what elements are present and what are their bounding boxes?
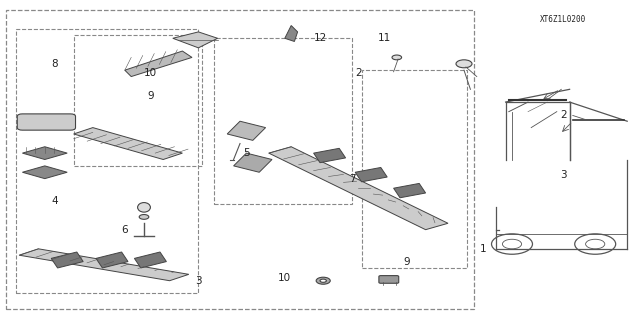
Polygon shape (51, 252, 83, 268)
Polygon shape (285, 26, 298, 41)
Bar (214, 38, 352, 204)
Polygon shape (355, 167, 387, 182)
Text: 6: 6 (122, 225, 128, 235)
Text: 2: 2 (560, 110, 566, 120)
Polygon shape (234, 153, 272, 172)
Text: 10: 10 (144, 68, 157, 78)
Polygon shape (22, 166, 67, 179)
Polygon shape (394, 183, 426, 198)
Bar (74, 35, 202, 166)
Text: 2: 2 (355, 68, 362, 78)
Polygon shape (269, 147, 448, 230)
Text: 3: 3 (195, 276, 202, 286)
Bar (16, 29, 198, 293)
Ellipse shape (316, 277, 330, 284)
Text: 9: 9 (147, 91, 154, 101)
Text: XT6Z1L0200: XT6Z1L0200 (540, 15, 586, 24)
Text: 11: 11 (378, 33, 390, 43)
Polygon shape (19, 249, 189, 281)
Text: 12: 12 (314, 33, 326, 43)
Text: 8: 8 (51, 59, 58, 69)
Polygon shape (125, 51, 192, 77)
Polygon shape (227, 121, 266, 140)
Bar (6, 10, 474, 309)
Ellipse shape (320, 279, 326, 282)
FancyBboxPatch shape (17, 114, 76, 130)
Text: 4: 4 (51, 196, 58, 206)
Ellipse shape (140, 215, 149, 219)
Ellipse shape (392, 55, 402, 60)
Polygon shape (134, 252, 166, 268)
Polygon shape (314, 148, 346, 163)
Ellipse shape (456, 60, 472, 68)
Text: 9: 9 (403, 256, 410, 267)
Polygon shape (74, 128, 182, 160)
Text: 1: 1 (480, 244, 486, 254)
Bar (362, 70, 467, 268)
Text: 3: 3 (560, 170, 566, 181)
Ellipse shape (138, 203, 150, 212)
Polygon shape (173, 32, 218, 48)
Polygon shape (22, 147, 67, 160)
Text: 10: 10 (278, 272, 291, 283)
Polygon shape (96, 252, 128, 268)
Text: 5: 5 (243, 148, 250, 158)
FancyBboxPatch shape (379, 276, 399, 283)
Text: 7: 7 (349, 174, 355, 184)
